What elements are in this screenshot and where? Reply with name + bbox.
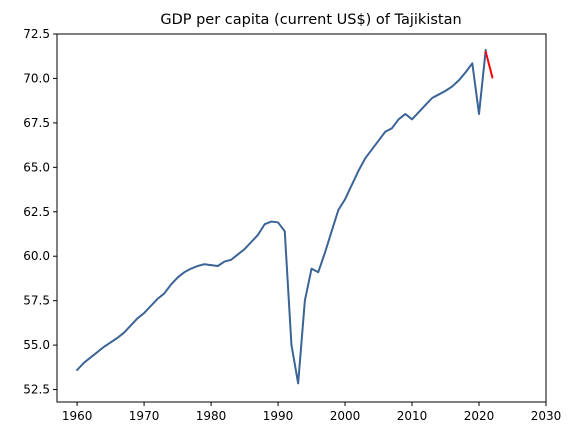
series-line-2 — [484, 50, 494, 79]
y-tick-label: 72.5 — [23, 27, 50, 41]
y-tick-label: 62.5 — [23, 205, 50, 219]
y-tick-label: 65.0 — [23, 160, 50, 174]
y-tick-label: 60.0 — [23, 249, 50, 263]
x-tick-label: 2010 — [397, 409, 428, 423]
plot-area — [76, 49, 494, 385]
plot-frame — [56, 33, 547, 403]
x-tick-label: 1990 — [263, 409, 294, 423]
y-tick-label: 52.5 — [23, 383, 50, 397]
x-tick-label: 1970 — [129, 409, 160, 423]
series-line-1 — [76, 49, 487, 385]
y-tick-label: 67.5 — [23, 116, 50, 130]
y-tick-label: 55.0 — [23, 338, 50, 352]
x-tick-label: 2000 — [330, 409, 361, 423]
x-tick-label: 1960 — [62, 409, 93, 423]
x-tick-label: 2030 — [531, 409, 562, 423]
x-tick-label: 2020 — [464, 409, 495, 423]
y-tick-label: 70.0 — [23, 71, 50, 85]
y-tick-label: 57.5 — [23, 294, 50, 308]
axes: 1960 1970 1980 1990 2000 2010 2020 2030 52.5 55.0… — [23, 27, 561, 423]
x-tick-label: 1980 — [196, 409, 227, 423]
chart-title: GDP per capita (current US$) of Tajikist… — [160, 12, 461, 28]
